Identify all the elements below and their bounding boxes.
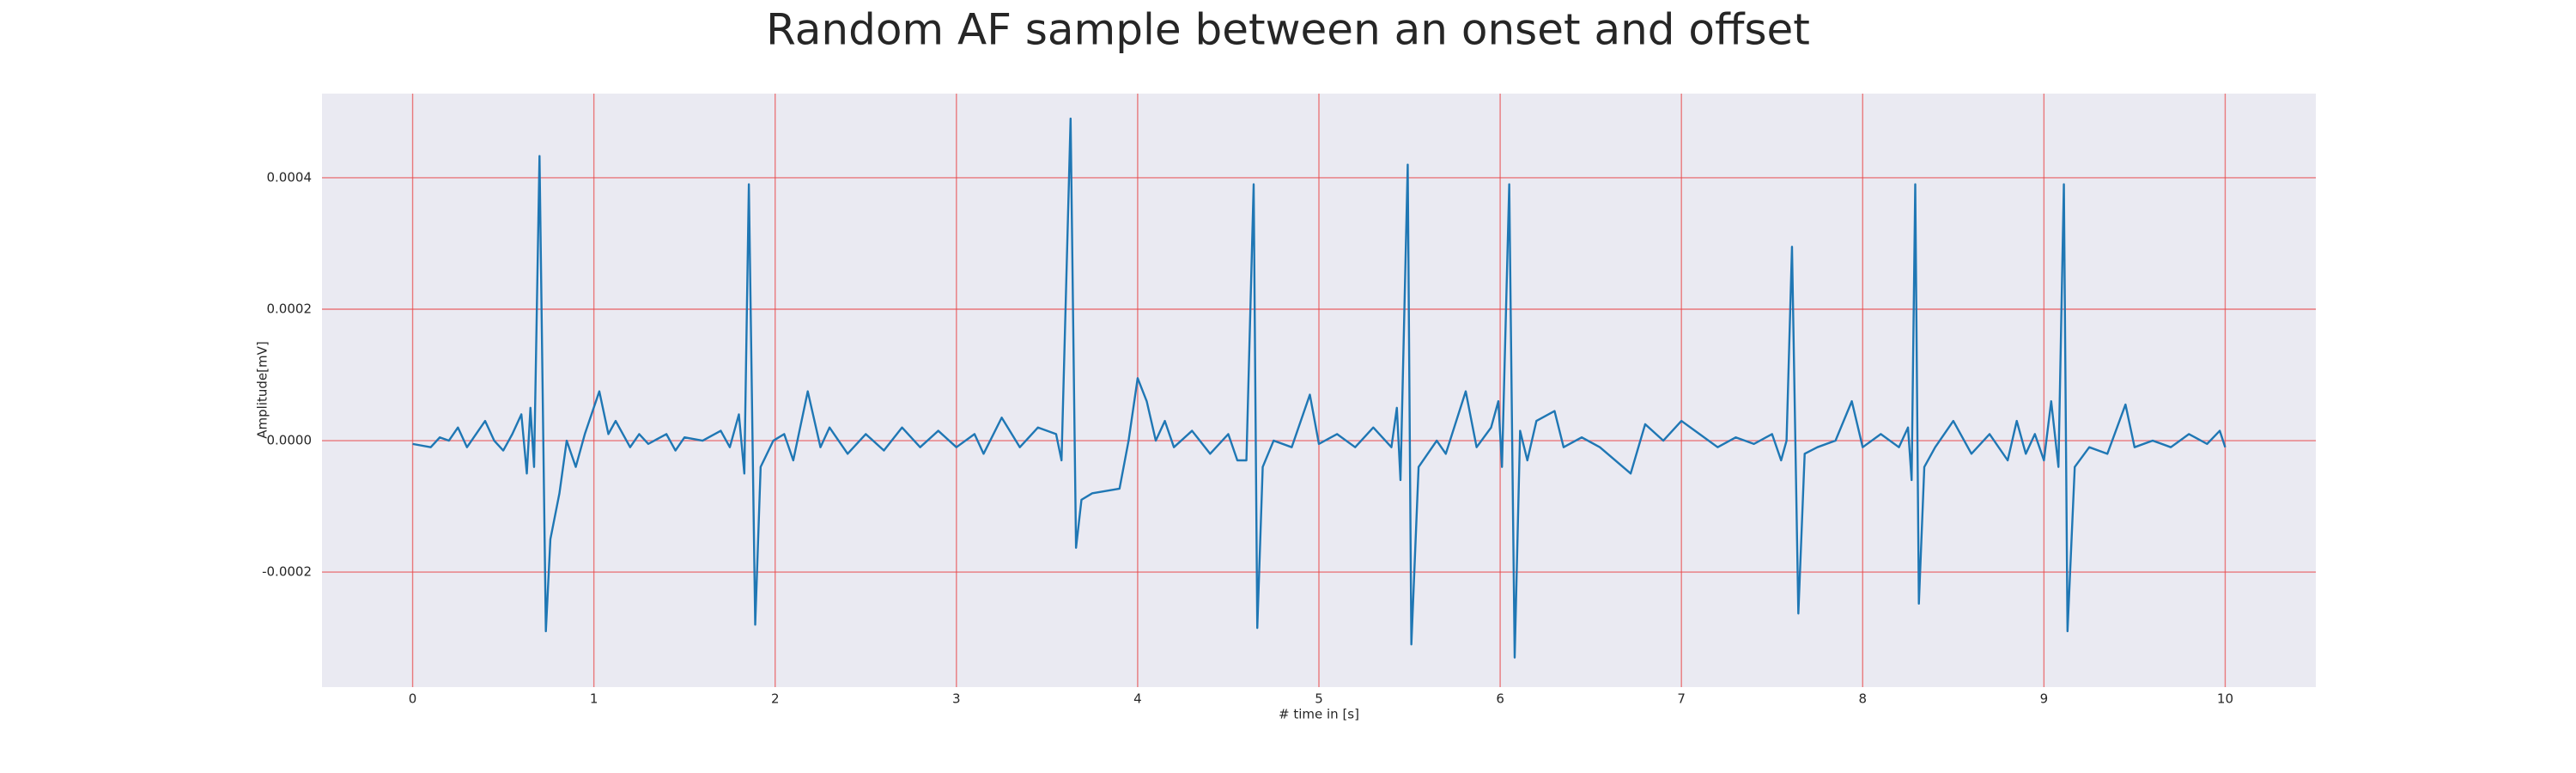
x-axis-label: # time in [s] [1279,707,1359,722]
x-tick-label: 4 [1133,691,1142,707]
x-tick-label: 6 [1496,691,1504,707]
data-line [412,117,2227,659]
x-tick-label: 7 [1677,691,1686,707]
x-tick-label: 2 [771,691,780,707]
y-tick-label: 0.0000 [267,433,313,448]
x-tick-label: 3 [952,691,961,707]
x-tick-label: 5 [1315,691,1323,707]
y-tick-label: 0.0002 [267,301,313,316]
y-axis-label: Amplitude[mV] [255,341,270,438]
chart-title: Random AF sample between an onset and of… [766,5,1810,55]
x-tick-label: 9 [2040,691,2049,707]
y-tick-label: -0.0002 [262,564,312,580]
y-tick-label: 0.0004 [267,169,313,185]
x-tick-label: 10 [2217,691,2233,707]
x-tick-label: 1 [590,691,598,707]
x-tick-label: 8 [1858,691,1867,707]
x-tick-label: 0 [409,691,417,707]
